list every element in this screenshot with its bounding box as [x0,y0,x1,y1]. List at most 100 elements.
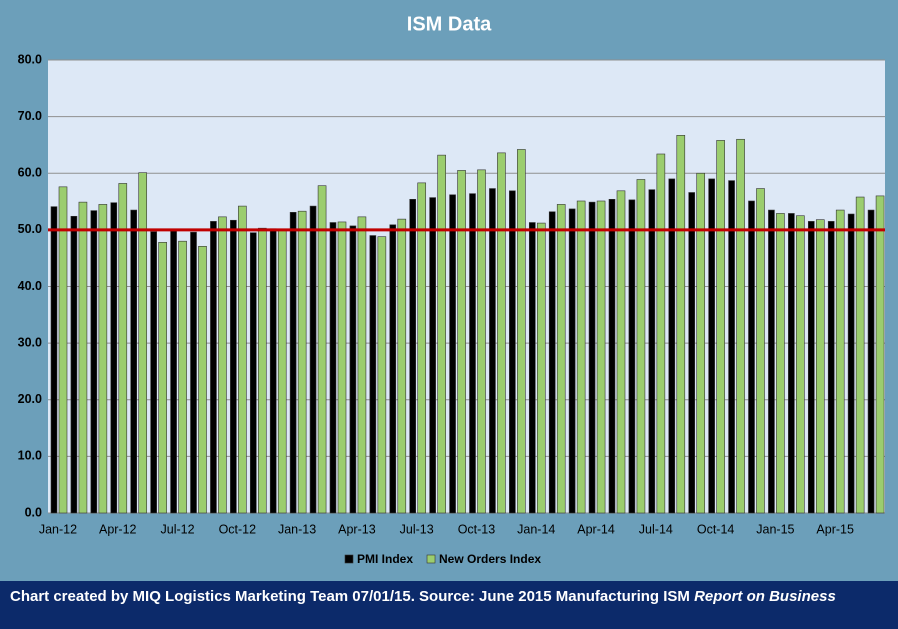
bar [827,221,835,514]
legend-label: PMI Index [357,552,413,566]
bar [835,209,845,514]
bar [676,135,686,514]
footer-italic: Report on Business [694,588,836,605]
bar [517,149,526,514]
bar [457,170,466,514]
bar [389,224,397,514]
bar [397,218,407,514]
bar [110,202,118,514]
bar [249,232,257,514]
x-tick-label: Jan-14 [517,522,555,536]
bar [509,190,516,514]
y-tick-label: 20.0 [18,392,42,406]
bar [70,215,78,514]
bar [297,210,307,514]
bar [178,240,187,514]
bar [855,196,865,514]
bar [688,192,696,514]
bar [668,178,676,514]
bar [636,179,646,514]
bar [349,225,357,514]
bar [489,188,496,514]
x-tick-label: Jan-15 [756,522,794,536]
bar [429,197,436,514]
bar [469,193,476,514]
bar [409,198,417,514]
bar [337,221,347,514]
bar [417,182,427,514]
y-tick-label: 40.0 [18,279,42,293]
x-tick-label: Oct-13 [458,522,496,536]
bar [728,180,735,514]
bar [369,235,377,514]
bar [218,216,227,514]
legend-label: New Orders Index [439,552,541,566]
bar [528,222,536,514]
bar [608,198,616,514]
bar [875,195,885,514]
bar [708,178,715,514]
bar [616,190,626,514]
bar [357,216,367,514]
bar [588,201,596,514]
bar [807,221,815,514]
bar [78,201,88,514]
bar [198,245,207,514]
chart: ISM Data 0.0 10.0 20.0 30.0 40.0 50.0 60.0 70.0… [18,13,885,566]
bar [130,209,138,514]
legend-swatch [344,554,354,564]
y-tick-label: 0.0 [25,505,42,519]
bar [628,199,636,514]
bar [138,172,148,514]
bar [329,222,337,514]
y-tick-label: 30.0 [18,335,42,349]
bar [536,222,546,514]
bar [289,212,297,514]
bar [257,227,267,514]
bar [748,200,755,514]
bar [696,172,706,514]
bar [238,205,247,514]
chart-title: ISM Data [407,13,492,35]
bar [556,204,566,514]
bar [277,229,287,514]
bar [449,194,456,514]
bar [150,231,157,514]
bar [437,154,446,514]
x-tick-label: Jul-13 [400,522,434,536]
bar [815,219,825,514]
x-tick-label: Jul-14 [639,522,673,536]
x-tick-label: Oct-12 [219,522,257,536]
bar [58,186,68,514]
bar [309,205,317,514]
bar [656,153,666,514]
bar [317,185,327,514]
x-tick-label: Oct-14 [697,522,735,536]
x-tick-label: Apr-14 [577,522,615,536]
bar [576,200,586,514]
x-tick-label: Jul-12 [161,522,195,536]
bar [170,230,177,514]
x-tick-label: Jan-12 [39,522,77,536]
bar [768,209,775,514]
footer-text: Chart created by MIQ Logistics Marketing… [10,588,695,605]
y-tick-label: 70.0 [18,109,42,123]
bar [548,211,556,514]
x-tick-label: Apr-15 [816,522,854,536]
bar [796,215,805,514]
bar [497,152,506,514]
bar [210,221,217,514]
bar [50,206,58,514]
y-tick-label: 60.0 [18,166,42,180]
legend-swatch [426,554,436,564]
x-tick-label: Apr-13 [338,522,376,536]
x-tick-label: Jan-13 [278,522,316,536]
bar [190,231,197,514]
bar [269,228,277,514]
bar [90,210,98,514]
y-tick-label: 50.0 [18,222,42,236]
bar [377,236,387,514]
bar [230,219,237,514]
bar [756,188,765,514]
